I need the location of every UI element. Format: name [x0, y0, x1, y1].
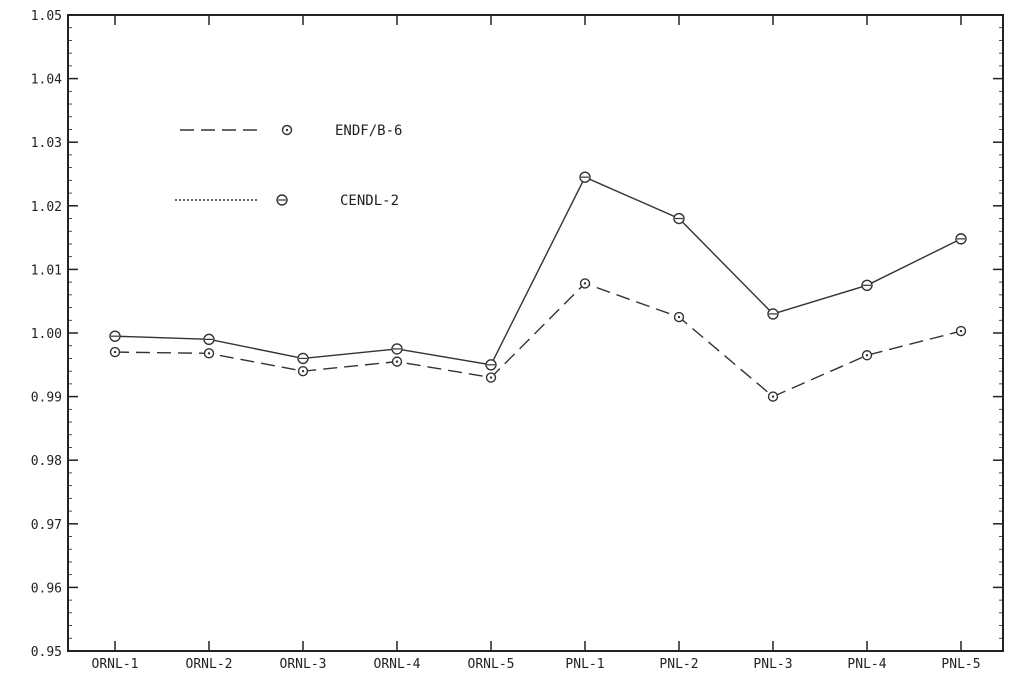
x-tick-label: PNL-4 — [847, 657, 886, 672]
x-tick-label: PNL-5 — [941, 657, 980, 672]
x-tick-label: ORNL-1 — [92, 657, 139, 672]
y-tick-label: 0.95 — [31, 645, 62, 660]
legend-label-endf: ENDF/B-6 — [335, 123, 402, 139]
y-tick-label: 1.01 — [31, 263, 62, 278]
series-line-1 — [114, 176, 962, 366]
series-0-point-mark — [207, 352, 211, 355]
y-tick-label: 1.04 — [31, 73, 62, 88]
legend: ENDF/B-6 CENDL-2 — [175, 123, 402, 209]
y-tick-label: 0.98 — [31, 454, 62, 469]
y-tick-label: 0.99 — [31, 391, 62, 406]
series-0-point-mark — [865, 354, 869, 357]
x-tick-label: ORNL-4 — [374, 657, 421, 672]
series-0-point-mark — [395, 360, 399, 363]
x-tick-label: PNL-3 — [753, 657, 792, 672]
series-0-point-mark — [677, 315, 681, 319]
series-layer — [109, 171, 967, 402]
x-tick-label: ORNL-5 — [468, 657, 515, 672]
legend-marker-endf-dot — [285, 128, 289, 132]
x-tick-label: PNL-2 — [659, 657, 698, 672]
series-0-point-mark — [489, 376, 493, 379]
x-axis: ORNL-1 ORNL-2 ORNL-3 ORNL-4 ORNL-5 PNL-1 PNL-2… — [92, 15, 981, 672]
y-tick-label: 1.05 — [31, 9, 62, 24]
legend-label-cendl: CENDL-2 — [340, 193, 399, 209]
series-0-point-mark — [113, 350, 117, 354]
series-0-point-mark — [301, 369, 305, 373]
x-tick-label: ORNL-2 — [186, 657, 233, 672]
x-tick-label: PNL-1 — [565, 657, 604, 672]
y-tick-label: 1.03 — [31, 136, 62, 151]
x-tick-label: ORNL-3 — [280, 657, 327, 672]
y-tick-label: 1.00 — [31, 327, 62, 342]
y-tick-label: 1.02 — [31, 200, 62, 215]
y-tick-label: 0.96 — [31, 581, 62, 596]
series-0-point-mark — [771, 395, 775, 398]
y-axis: 1.05 1.04 1.03 1.02 1.01 1.00 0.99 0.98 0.97 0.96… — [31, 9, 1003, 660]
series-line-0 — [114, 282, 962, 398]
series-0-point-mark — [583, 282, 587, 285]
y-tick-label: 0.97 — [31, 518, 62, 533]
series-0-point-mark — [959, 329, 963, 333]
